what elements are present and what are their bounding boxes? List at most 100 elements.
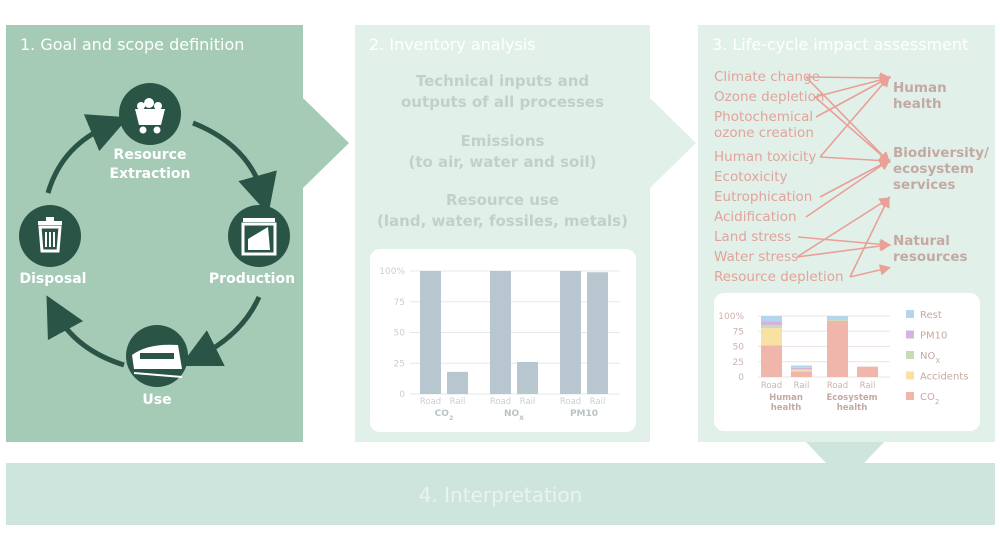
impact-arrow [819,154,892,167]
cycle-arrow [180,295,262,366]
inventory-item: Emissions (to air, water and soil) [408,132,597,171]
bar-label: Road [490,397,511,407]
stack-segment [761,328,782,346]
resource-extraction-node [119,83,181,145]
impact-arrow [814,74,892,98]
bar-label: Road [827,381,848,391]
category-biodiversity: Biodiversity/ecosystem services [893,145,989,193]
connector-arrow [650,98,696,188]
impact-item: Climate change [714,69,820,85]
inventory-bar-chart: 0 25 50 75 100% Road Rail CO2 Road Rail NOX Road Rai… [379,267,620,422]
stack-segment [761,321,782,326]
impact-item: Photochemical ozone creation [714,109,814,141]
legend-swatch [906,310,914,318]
impact-item: Eutrophication [714,189,813,205]
stack-segment [827,319,848,321]
cycle-arrow [45,114,129,194]
stack-segment [857,366,878,377]
impact-arrow [796,240,892,258]
stack-segment [827,320,848,377]
stack-segment [791,371,812,377]
use-label: Use [142,392,172,408]
connector-arrow [303,98,349,188]
bar-label: Road [560,397,581,407]
stack-segment [827,319,848,320]
y-tick-label: 75 [733,327,744,337]
use-node [126,325,188,387]
group-label: Ecosystem [826,393,877,403]
stack-segment [827,316,848,320]
bar-label: Road [761,381,782,391]
y-tick-label: 0 [738,373,744,383]
legend-label: Rest [920,310,942,321]
bar [587,272,608,394]
panel-title: 3. Life-cycle impact assessment [712,35,969,54]
impact-chart: 0 25 50 75 100% Road Rail Human health Road Rail Ec… [714,293,980,431]
legend-label: PM10 [920,331,947,342]
y-tick-label: 100% [379,267,405,277]
legend-label: CO2 [920,392,939,406]
y-tick-label: 75 [394,298,405,308]
bar [560,271,581,394]
bar-label: Rail [590,397,606,407]
goal-scope-panel: 1. Goal and scope definition Resource Ext… [6,25,303,442]
train-icon [132,344,183,378]
bar [447,371,468,394]
inventory-item: Technical inputs and outputs of all proce… [400,72,605,111]
category-human-health: Human health [893,80,947,112]
group-label: health [837,403,868,413]
impact-item: Land stress [714,229,792,245]
impact-assessment-panel: 3. Life-cycle impact assessment Climate … [698,25,995,442]
impact-arrow [797,236,892,250]
impact-arrow [805,159,891,218]
mine-cart-icon [135,98,165,134]
production-node [228,205,290,267]
panel-title: 4. Interpretation [418,483,583,507]
bar-label: Rail [860,381,876,391]
y-tick-label: 25 [394,359,405,369]
trash-bin-icon [38,217,62,253]
impact-item: Human toxicity [714,149,817,165]
stack-segment [761,316,782,322]
stack-segment [761,325,782,329]
impact-item: Resource depletion [714,269,844,285]
group-label: PM10 [570,409,598,419]
bar-label: Road [420,397,441,407]
group-label: Human [769,393,803,403]
stack-segment [791,369,812,371]
bar-label: Rail [794,381,810,391]
legend-swatch [906,392,914,400]
bar [420,271,441,394]
node-label-line: Resource Extraction [109,147,191,182]
cycle-arrow [46,295,125,368]
bar-label: Rail [520,397,536,407]
cycle-arrows [45,114,277,368]
factory-icon [241,218,277,256]
impact-arrow [814,96,891,164]
impact-arrow [849,264,892,278]
impact-arrow [815,76,891,118]
legend-swatch [906,371,914,380]
impact-item: Ozone depletion [714,89,825,105]
disposal-node [19,205,81,267]
panel-title: 1. Goal and scope definition [20,35,245,54]
y-tick-label: 50 [733,343,745,353]
group-label: health [771,403,802,413]
impact-item: Ecotoxicity [714,169,788,185]
disposal-label: Disposal [19,271,87,287]
impact-arrow [805,72,892,84]
bar [517,362,538,394]
group-label: CO2 [435,409,454,422]
stack-segment [761,345,782,377]
stack-segment [791,370,812,372]
impact-arrow [819,75,891,158]
impact-arrow [849,196,890,278]
y-tick-label: 50 [394,329,406,339]
impact-arrows [796,72,892,278]
legend-label: NOX [920,351,940,365]
impact-arrow [796,197,891,258]
y-tick-label: 25 [733,358,744,368]
legend-swatch [906,330,914,339]
y-tick-label: 0 [399,390,405,400]
